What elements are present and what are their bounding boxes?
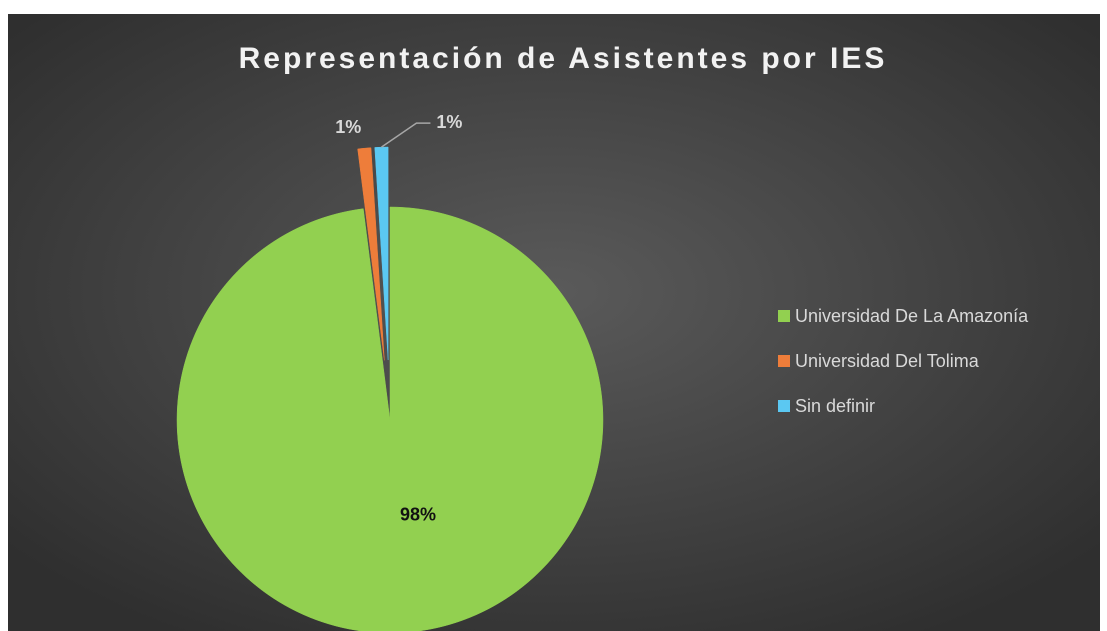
data-label: 98% — [400, 504, 436, 524]
pie-slice — [357, 147, 385, 361]
legend-label: Universidad De La Amazonía — [795, 306, 1029, 326]
leader-line — [381, 122, 431, 148]
legend-swatch — [778, 355, 790, 367]
legend-swatch — [778, 310, 790, 322]
pie-slice — [176, 206, 604, 631]
legend-swatch — [778, 400, 790, 412]
plot: 98% 1% 1% — [176, 112, 604, 631]
legend-label: Sin definir — [795, 396, 875, 416]
data-label: 1% — [335, 117, 361, 137]
legend-label: Universidad Del Tolima — [795, 351, 980, 371]
chart-title: Representación de Asistentes por IES — [239, 42, 888, 75]
data-label: 1% — [436, 112, 462, 132]
pie-slice — [374, 146, 389, 361]
